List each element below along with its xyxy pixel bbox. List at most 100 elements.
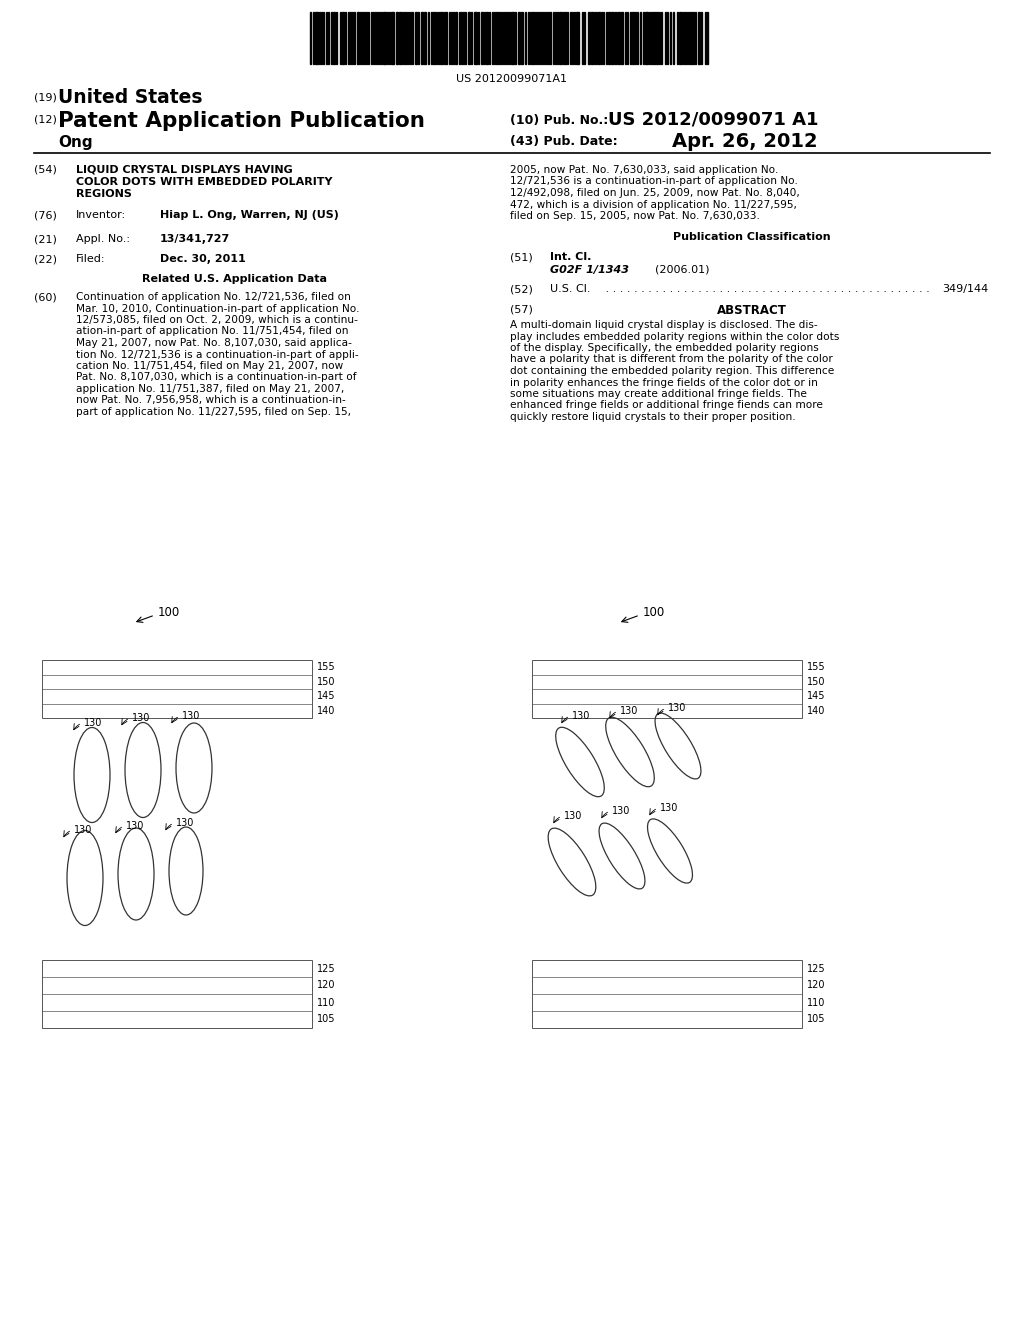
Text: Dec. 30, 2011: Dec. 30, 2011: [160, 253, 246, 264]
Text: 130: 130: [572, 711, 591, 721]
Text: 130: 130: [612, 807, 631, 816]
Bar: [550, 12, 551, 63]
Text: 140: 140: [807, 706, 825, 715]
Text: May 21, 2007, now Pat. No. 8,107,030, said applica-: May 21, 2007, now Pat. No. 8,107,030, sa…: [76, 338, 352, 348]
Text: (2006.01): (2006.01): [655, 265, 710, 275]
Text: Continuation of application No. 12/721,536, filed on: Continuation of application No. 12/721,5…: [76, 292, 351, 302]
Text: 12/721,536 is a continuation-in-part of application No.: 12/721,536 is a continuation-in-part of …: [510, 177, 798, 186]
Text: (51): (51): [510, 252, 532, 261]
Bar: [518, 12, 520, 63]
Bar: [577, 12, 580, 63]
Bar: [42, 660, 312, 718]
Text: (52): (52): [510, 284, 532, 294]
Bar: [589, 12, 590, 63]
Text: tion No. 12/721,536 is a continuation-in-part of appli-: tion No. 12/721,536 is a continuation-in…: [76, 350, 358, 359]
Bar: [433, 12, 435, 63]
Text: Mar. 10, 2010, Continuation-in-part of application No.: Mar. 10, 2010, Continuation-in-part of a…: [76, 304, 359, 314]
Bar: [521, 12, 523, 63]
Bar: [42, 960, 312, 1028]
Text: US 2012/0099071 A1: US 2012/0099071 A1: [608, 111, 818, 129]
Text: ation-in-part of application No. 11/751,454, filed on: ation-in-part of application No. 11/751,…: [76, 326, 348, 337]
Text: 155: 155: [807, 663, 825, 672]
Text: 105: 105: [807, 1015, 825, 1024]
Text: 140: 140: [317, 706, 336, 715]
Text: G02F 1/1343: G02F 1/1343: [550, 265, 629, 275]
Text: 120: 120: [317, 981, 336, 990]
Text: Int. Cl.: Int. Cl.: [550, 252, 592, 261]
Text: 130: 130: [182, 711, 201, 721]
Bar: [622, 12, 624, 63]
Text: Ong: Ong: [58, 135, 92, 150]
Text: (54): (54): [34, 165, 57, 176]
Text: Hiap L. Ong, Warren, NJ (US): Hiap L. Ong, Warren, NJ (US): [160, 210, 339, 220]
Text: . . . . . . . . . . . . . . . . . . . . . . . . . . . . . . . . . . . . . . . . : . . . . . . . . . . . . . . . . . . . . …: [602, 284, 930, 294]
Text: some situations may create additional fringe fields. The: some situations may create additional fr…: [510, 389, 807, 399]
Bar: [480, 12, 482, 63]
Text: Related U.S. Application Data: Related U.S. Application Data: [141, 275, 327, 284]
Text: United States: United States: [58, 88, 203, 107]
Bar: [532, 660, 802, 718]
Bar: [690, 12, 692, 63]
Text: 130: 130: [564, 810, 583, 821]
Text: U.S. Cl.: U.S. Cl.: [550, 284, 591, 294]
Text: 125: 125: [317, 964, 336, 974]
Text: 145: 145: [317, 692, 336, 701]
Text: 100: 100: [643, 606, 666, 619]
Bar: [698, 12, 700, 63]
Text: 472, which is a division of application No. 11/227,595,: 472, which is a division of application …: [510, 199, 797, 210]
Text: Publication Classification: Publication Classification: [673, 232, 830, 242]
Text: dot containing the embedded polarity region. This difference: dot containing the embedded polarity reg…: [510, 366, 835, 376]
Bar: [333, 12, 335, 63]
Text: Inventor:: Inventor:: [76, 210, 126, 220]
Text: 130: 130: [132, 713, 151, 723]
Bar: [396, 12, 397, 63]
Bar: [656, 12, 658, 63]
Bar: [564, 12, 566, 63]
Bar: [315, 12, 318, 63]
Bar: [444, 12, 446, 63]
Bar: [611, 12, 613, 63]
Text: 120: 120: [807, 981, 825, 990]
Text: 130: 130: [84, 718, 102, 729]
Text: 125: 125: [807, 964, 825, 974]
Bar: [468, 12, 470, 63]
Bar: [398, 12, 400, 63]
Text: Pat. No. 8,107,030, which is a continuation-in-part of: Pat. No. 8,107,030, which is a continuat…: [76, 372, 356, 383]
Bar: [532, 960, 802, 1028]
Bar: [608, 12, 610, 63]
Text: ABSTRACT: ABSTRACT: [717, 304, 786, 317]
Text: LIQUID CRYSTAL DISPLAYS HAVING: LIQUID CRYSTAL DISPLAYS HAVING: [76, 165, 293, 176]
Bar: [645, 12, 648, 63]
Bar: [415, 12, 417, 63]
Text: Apr. 26, 2012: Apr. 26, 2012: [672, 132, 817, 150]
Text: 2005, now Pat. No. 7,630,033, said application No.: 2005, now Pat. No. 7,630,033, said appli…: [510, 165, 778, 176]
Text: of the display. Specifically, the embedded polarity regions: of the display. Specifically, the embedd…: [510, 343, 819, 352]
Text: (60): (60): [34, 292, 56, 302]
Text: filed on Sep. 15, 2005, now Pat. No. 7,630,033.: filed on Sep. 15, 2005, now Pat. No. 7,6…: [510, 211, 760, 220]
Bar: [342, 12, 344, 63]
Text: (10) Pub. No.:: (10) Pub. No.:: [510, 114, 608, 127]
Bar: [632, 12, 634, 63]
Text: 130: 130: [620, 706, 638, 715]
Text: quickly restore liquid crystals to their proper position.: quickly restore liquid crystals to their…: [510, 412, 796, 422]
Bar: [439, 12, 441, 63]
Text: 100: 100: [158, 606, 180, 619]
Bar: [357, 12, 358, 63]
Text: (76): (76): [34, 210, 57, 220]
Bar: [383, 12, 386, 63]
Text: enhanced fringe fields or additional fringe fiends can more: enhanced fringe fields or additional fri…: [510, 400, 823, 411]
Text: 130: 130: [660, 803, 678, 813]
Text: in polarity enhances the fringe fields of the color dot or in: in polarity enhances the fringe fields o…: [510, 378, 818, 388]
Text: 130: 130: [74, 825, 92, 836]
Text: play includes embedded polarity regions within the color dots: play includes embedded polarity regions …: [510, 331, 840, 342]
Text: Patent Application Publication: Patent Application Publication: [58, 111, 425, 131]
Bar: [532, 12, 535, 63]
Bar: [679, 12, 681, 63]
Bar: [391, 12, 394, 63]
Text: now Pat. No. 7,956,958, which is a continuation-in-: now Pat. No. 7,956,958, which is a conti…: [76, 396, 346, 405]
Text: 12/573,085, filed on Oct. 2, 2009, which is a continu-: 12/573,085, filed on Oct. 2, 2009, which…: [76, 315, 357, 325]
Text: 13/341,727: 13/341,727: [160, 234, 230, 244]
Bar: [455, 12, 457, 63]
Text: (21): (21): [34, 234, 57, 244]
Text: 130: 130: [126, 821, 144, 832]
